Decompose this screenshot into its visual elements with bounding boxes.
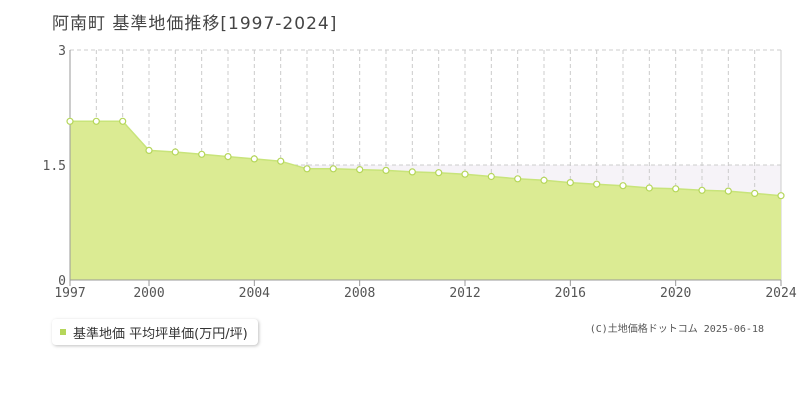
data-point <box>408 168 416 176</box>
data-point <box>487 172 495 181</box>
y-tick-label: 0 <box>58 274 66 289</box>
data-point <box>171 148 179 156</box>
data-point <box>329 165 337 173</box>
data-point <box>435 169 443 177</box>
x-tick-label: 2024 <box>765 286 796 301</box>
data-point <box>593 180 601 188</box>
data-point <box>672 185 680 193</box>
x-tick-label: 2008 <box>344 286 375 301</box>
x-tick-label: 1997 <box>54 286 85 301</box>
x-tick-label: 2016 <box>555 286 586 301</box>
data-point <box>698 186 706 194</box>
x-tick-label: 2004 <box>239 286 270 301</box>
legend-swatch-icon <box>60 329 66 335</box>
data-point <box>250 155 258 163</box>
data-point <box>198 150 206 158</box>
y-tick-label: 1.5 <box>43 159 66 174</box>
data-point <box>645 184 653 192</box>
data-point <box>566 179 574 187</box>
x-tick-label: 2020 <box>660 286 691 301</box>
data-point <box>224 153 232 161</box>
data-point <box>514 175 522 183</box>
data-point <box>382 166 390 174</box>
legend-label: 基準地価 平均坪単価(万円/坪) <box>73 326 248 342</box>
data-point <box>66 117 74 125</box>
data-point <box>145 146 153 154</box>
data-point <box>92 117 100 125</box>
data-point <box>119 117 127 125</box>
copyright-credit: (C)土地価格ドットコム 2025-06-18 <box>589 324 764 335</box>
data-point <box>751 189 759 197</box>
data-point <box>777 192 785 200</box>
series-area <box>70 121 781 280</box>
x-tick-label: 2012 <box>449 286 480 301</box>
data-point <box>303 165 311 173</box>
y-tick-label: 3 <box>58 44 66 59</box>
data-point <box>540 176 548 184</box>
data-point <box>619 182 627 190</box>
data-point <box>277 157 285 165</box>
series-line <box>70 120 782 197</box>
chart-title: 阿南町 基準地価推移[1997-2024] <box>52 14 338 34</box>
data-point <box>724 187 732 195</box>
x-tick-label: 2000 <box>133 286 164 301</box>
legend: 基準地価 平均坪単価(万円/坪) <box>52 319 258 345</box>
area-chart: 1997 2000 2004 2008 2012 2016 2020 2024 0 1.5 3 <box>43 44 797 301</box>
data-point <box>356 166 364 174</box>
data-point <box>461 170 469 178</box>
